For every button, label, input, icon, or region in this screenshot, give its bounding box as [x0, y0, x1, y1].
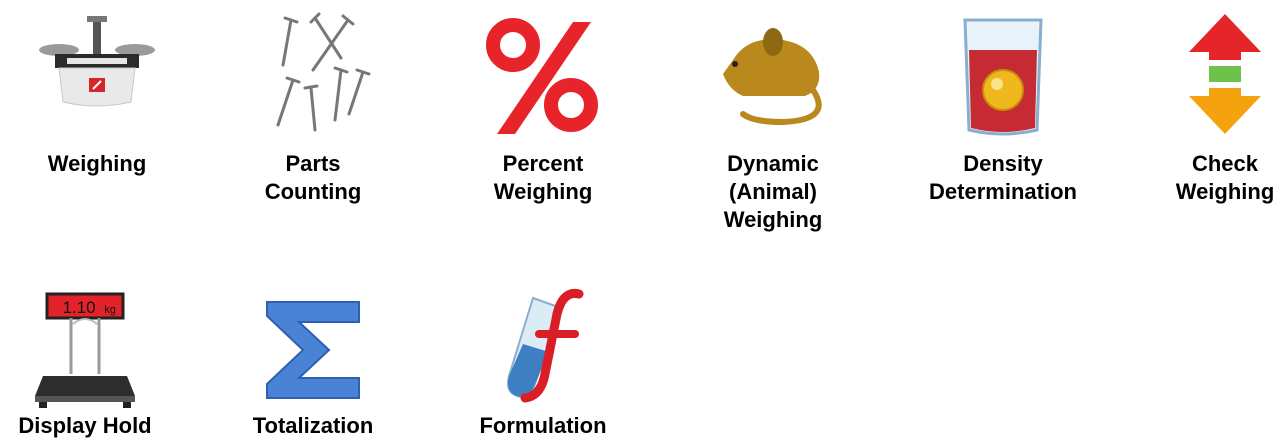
app-label: Density Determination — [929, 151, 1077, 204]
platform-scale-icon: 1.10 kg — [25, 284, 145, 412]
app-label: Dynamic (Animal) Weighing — [723, 151, 823, 232]
sigma-icon — [253, 284, 373, 412]
app-dynamic-weighing[interactable]: Dynamic (Animal) Weighing — [688, 10, 858, 234]
app-label: Formulation — [479, 413, 607, 438]
app-display-hold[interactable]: 1.10 kg Display Hold — [0, 284, 170, 440]
nails-icon — [253, 10, 373, 140]
app-label: Display Hold — [18, 413, 152, 438]
app-label: Weighing — [47, 151, 147, 176]
app-density-determination[interactable]: Density Determination — [918, 10, 1088, 206]
app-totalization[interactable]: Totalization — [228, 284, 398, 440]
app-check-weighing[interactable]: Check Weighing — [1140, 10, 1283, 206]
display-value: 1.10 — [62, 298, 95, 317]
check-arrows-icon — [1165, 10, 1283, 140]
display-unit: kg — [104, 304, 116, 316]
app-label: Check Weighing — [1175, 151, 1275, 204]
app-label: Totalization — [252, 413, 374, 438]
app-formulation[interactable]: Formulation — [458, 284, 628, 440]
test-tube-f-icon — [483, 284, 603, 412]
app-weighing[interactable]: Weighing — [12, 10, 182, 178]
app-percent-weighing[interactable]: Percent Weighing — [458, 10, 628, 206]
app-label: Percent Weighing — [493, 151, 593, 204]
app-parts-counting[interactable]: Parts Counting — [228, 10, 398, 206]
weighing-scale-icon — [37, 10, 157, 140]
app-label: Parts Counting — [264, 151, 362, 204]
beaker-icon — [943, 10, 1063, 140]
percent-icon — [483, 10, 603, 140]
mouse-icon — [713, 10, 833, 140]
